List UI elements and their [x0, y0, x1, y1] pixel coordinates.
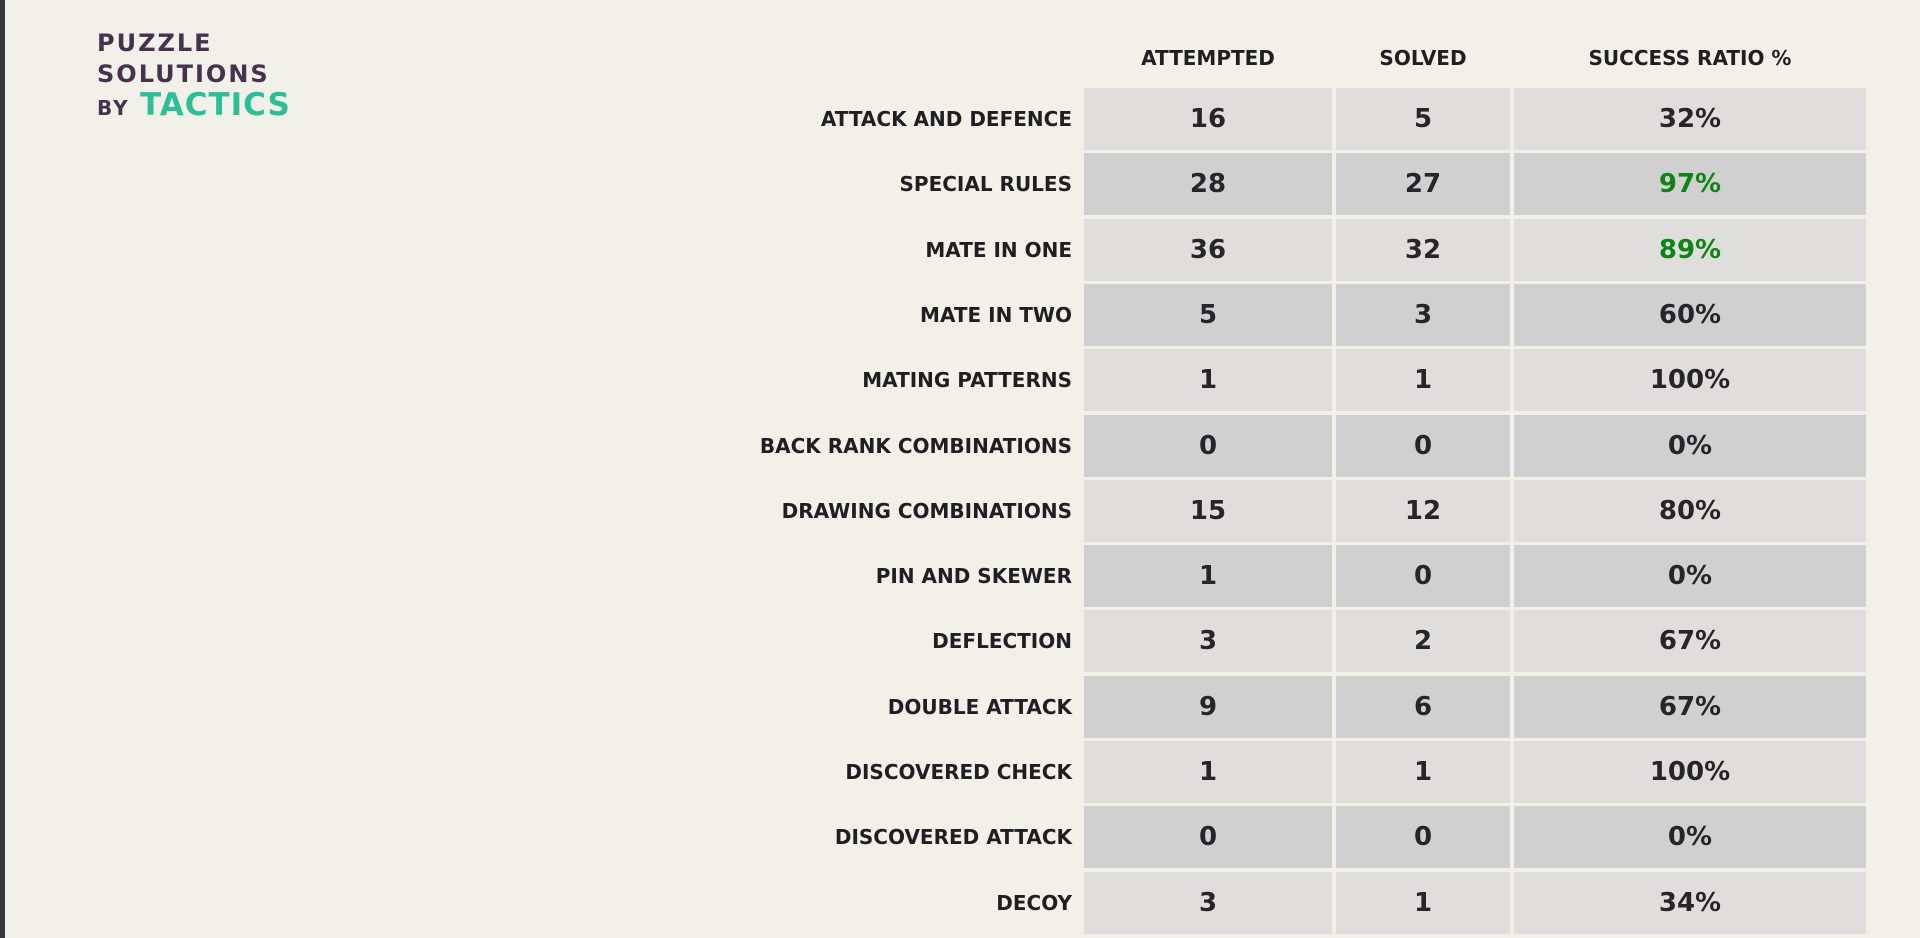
solved-cell: 1 [1336, 349, 1510, 411]
attempted-cell: 0 [1084, 415, 1332, 477]
success-ratio-cell: 67% [1514, 676, 1866, 738]
row-label: MATE IN ONE [925, 238, 1072, 262]
table-row: DOUBLE ATTACK 9 6 67% [0, 676, 1920, 738]
puzzle-solutions-logo: PUZZLE SOLUTIONS BY TACTICS [97, 28, 291, 124]
success-ratio-cell: 89% [1514, 219, 1866, 281]
attempted-cell: 5 [1084, 284, 1332, 346]
logo-by: BY [97, 96, 130, 120]
table-row: SPECIAL RULES 28 27 97% [0, 153, 1920, 215]
row-label: DRAWING COMBINATIONS [781, 499, 1072, 523]
header-attempted: ATTEMPTED [1141, 46, 1275, 70]
success-ratio-cell: 60% [1514, 284, 1866, 346]
logo-line-1: PUZZLE [97, 29, 213, 57]
solved-cell: 12 [1336, 480, 1510, 542]
success-ratio-cell: 100% [1514, 349, 1866, 411]
attempted-cell: 1 [1084, 741, 1332, 803]
header-solved: SOLVED [1379, 46, 1467, 70]
row-label: DEFLECTION [932, 629, 1072, 653]
solved-cell: 1 [1336, 872, 1510, 934]
success-ratio-cell: 0% [1514, 545, 1866, 607]
success-ratio-cell: 0% [1514, 806, 1866, 868]
solved-cell: 6 [1336, 676, 1510, 738]
logo-line-2: SOLUTIONS [97, 60, 270, 88]
row-label: MATING PATTERNS [862, 368, 1072, 392]
attempted-cell: 9 [1084, 676, 1332, 738]
attempted-cell: 3 [1084, 610, 1332, 672]
solved-cell: 2 [1336, 610, 1510, 672]
success-ratio-cell: 80% [1514, 480, 1866, 542]
window-edge [0, 0, 5, 938]
logo-brand: TACTICS [140, 87, 291, 123]
attempted-cell: 36 [1084, 219, 1332, 281]
row-label: MATE IN TWO [920, 303, 1072, 327]
table-row: MATE IN TWO 5 3 60% [0, 284, 1920, 346]
table-row: DISCOVERED ATTACK 0 0 0% [0, 806, 1920, 868]
attempted-cell: 28 [1084, 153, 1332, 215]
solved-cell: 0 [1336, 415, 1510, 477]
success-ratio-cell: 34% [1514, 872, 1866, 934]
table-row: BACK RANK COMBINATIONS 0 0 0% [0, 415, 1920, 477]
table-row: PIN AND SKEWER 1 0 0% [0, 545, 1920, 607]
solved-cell: 1 [1336, 741, 1510, 803]
table-row: DEFLECTION 3 2 67% [0, 610, 1920, 672]
success-ratio-cell: 0% [1514, 415, 1866, 477]
attempted-cell: 16 [1084, 88, 1332, 150]
table-row: MATING PATTERNS 1 1 100% [0, 349, 1920, 411]
row-label: DECOY [996, 891, 1072, 915]
row-label: PIN AND SKEWER [875, 564, 1072, 588]
solved-cell: 27 [1336, 153, 1510, 215]
row-label: DOUBLE ATTACK [887, 695, 1072, 719]
attempted-cell: 1 [1084, 545, 1332, 607]
table-row: DISCOVERED CHECK 1 1 100% [0, 741, 1920, 803]
attempted-cell: 15 [1084, 480, 1332, 542]
row-label: ATTACK AND DEFENCE [820, 107, 1072, 131]
attempted-cell: 1 [1084, 349, 1332, 411]
attempted-cell: 3 [1084, 872, 1332, 934]
row-label: DISCOVERED CHECK [845, 760, 1072, 784]
success-ratio-cell: 67% [1514, 610, 1866, 672]
attempted-cell: 0 [1084, 806, 1332, 868]
table-row: MATE IN ONE 36 32 89% [0, 219, 1920, 281]
table-row: DECOY 3 1 34% [0, 872, 1920, 934]
solved-cell: 0 [1336, 545, 1510, 607]
row-label: SPECIAL RULES [899, 172, 1072, 196]
success-ratio-cell: 32% [1514, 88, 1866, 150]
row-label: BACK RANK COMBINATIONS [759, 434, 1072, 458]
solved-cell: 32 [1336, 219, 1510, 281]
row-label: DISCOVERED ATTACK [834, 825, 1072, 849]
success-ratio-cell: 97% [1514, 153, 1866, 215]
header-success-ratio: SUCCESS RATIO % [1588, 46, 1792, 70]
solved-cell: 3 [1336, 284, 1510, 346]
table-row: DRAWING COMBINATIONS 15 12 80% [0, 480, 1920, 542]
solved-cell: 0 [1336, 806, 1510, 868]
success-ratio-cell: 100% [1514, 741, 1866, 803]
solved-cell: 5 [1336, 88, 1510, 150]
table-row: ATTACK AND DEFENCE 16 5 32% [0, 88, 1920, 150]
